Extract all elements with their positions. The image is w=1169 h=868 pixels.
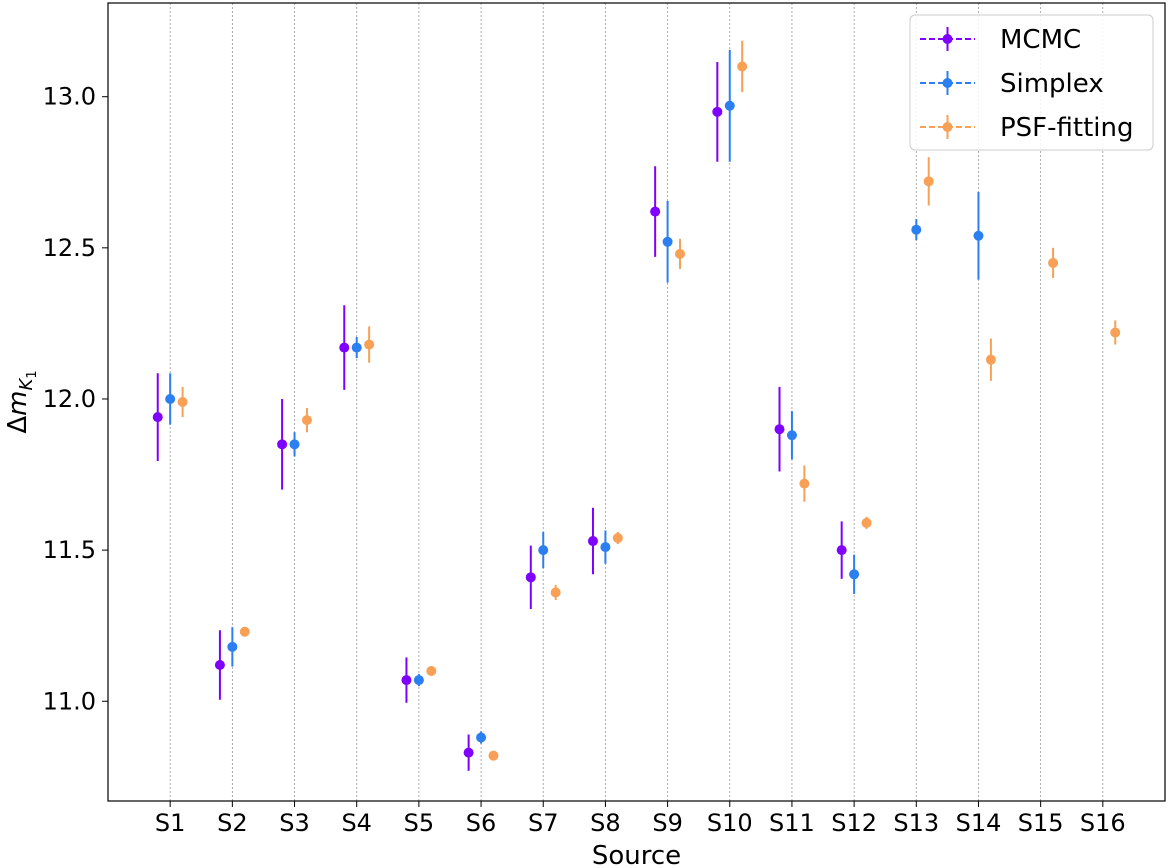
data-point [301, 415, 312, 426]
legend-marker [942, 122, 953, 132]
y-tick-label: 12.5 [43, 234, 96, 262]
data-point [662, 236, 673, 247]
data-point [911, 224, 922, 235]
data-point [650, 206, 661, 217]
x-tick-label: S3 [279, 809, 310, 837]
x-axis-label: Source [592, 841, 681, 868]
data-point [351, 342, 362, 353]
x-tick-label: S11 [769, 809, 815, 837]
data-point [165, 393, 176, 404]
x-tick-label: S2 [217, 809, 248, 837]
legend-item: PSF-fitting [920, 113, 1134, 143]
x-tick-label: S13 [893, 809, 939, 837]
data-point [923, 176, 934, 187]
legend-item: MCMC [920, 25, 1081, 55]
legend-marker [942, 34, 953, 44]
x-tick-label: S10 [707, 809, 753, 837]
x-tick-label: S1 [155, 809, 186, 837]
data-point [600, 542, 611, 553]
y-axis: 11.0 11.5 12.0 12.5 13.0 [43, 83, 108, 715]
data-point [675, 248, 686, 259]
data-point [214, 659, 225, 670]
data-point [724, 100, 735, 111]
series-psf-fitting [177, 40, 1121, 761]
data-point [488, 750, 499, 761]
legend-label: MCMC [1000, 25, 1081, 55]
y-tick-label: 13.0 [43, 83, 96, 111]
data-point [612, 533, 623, 544]
data-point [786, 430, 797, 441]
legend: MCMC Simplex PSF-fitting [909, 14, 1154, 151]
series-simplex [165, 49, 984, 744]
data-point [364, 339, 375, 350]
data-point [177, 397, 188, 407]
data-point [712, 106, 723, 117]
data-point [476, 732, 487, 743]
x-tick-label: S16 [1080, 809, 1126, 837]
x-tick-label: S7 [528, 809, 559, 837]
data-point [1110, 327, 1121, 338]
data-point [227, 641, 238, 652]
x-axis: S1 S2 S3 S4 S5 S6 S7 S8 S9 S10 S11 S12 S13 S14 S15 S16 [155, 801, 1126, 837]
x-tick-label: S6 [466, 809, 497, 837]
data-point [401, 675, 412, 686]
x-tick-label: S4 [341, 809, 372, 837]
y-axis-label: ΔmK1 [3, 370, 40, 433]
data-point [463, 747, 474, 758]
data-point [973, 230, 984, 241]
data-point [525, 572, 536, 583]
x-tick-label: S5 [404, 809, 435, 837]
data-point [277, 439, 288, 450]
data-point [152, 412, 163, 423]
data-point [799, 478, 810, 489]
data-point [339, 342, 350, 353]
series-layer [152, 40, 1121, 771]
legend-item: Simplex [920, 69, 1104, 99]
plot-frame [107, 2, 1166, 802]
data-point [289, 439, 300, 450]
legend-box [909, 14, 1154, 151]
y-tick-label: 11.5 [43, 536, 96, 564]
x-tick-label: S12 [831, 809, 877, 837]
data-point [737, 61, 748, 72]
x-tick-label: S8 [590, 809, 621, 837]
y-tick-label: 12.0 [43, 385, 96, 413]
x-tick-label: S9 [652, 809, 683, 837]
data-point [861, 517, 872, 528]
data-point [426, 666, 437, 677]
data-point [836, 545, 847, 556]
data-point [849, 569, 860, 580]
data-point [774, 424, 785, 435]
data-point [413, 675, 424, 686]
legend-marker [942, 78, 953, 88]
series-mcmc [152, 61, 847, 771]
data-point [538, 545, 549, 556]
data-point [985, 354, 996, 365]
data-point [587, 536, 598, 547]
y-tick-label: 11.0 [43, 687, 96, 715]
legend-label: PSF-fitting [1000, 113, 1134, 143]
legend-label: Simplex [1000, 69, 1104, 99]
x-tick-label: S15 [1018, 809, 1064, 837]
data-point [1048, 257, 1059, 268]
data-point [550, 587, 561, 598]
data-point [239, 626, 250, 637]
x-tick-label: S14 [956, 809, 1002, 837]
